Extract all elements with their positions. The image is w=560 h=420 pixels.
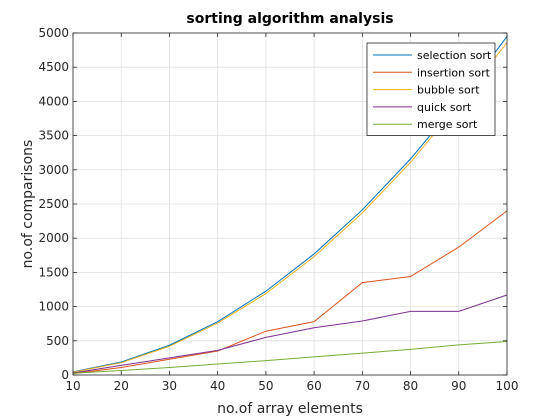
series-layer [72,36,508,375]
y-tick-label: 0 [61,368,69,382]
ticks: 10 20 30 40 50 60 70 80 90 1000500100015002000250… [38,26,518,393]
series-line-insertion-sort [72,210,508,375]
legend-label: quick sort [417,101,472,114]
x-tick-label: 40 [210,379,225,393]
y-tick-label: 4500 [38,60,69,74]
legend-label: selection sort [417,49,492,62]
x-tick-label: 90 [451,379,466,393]
y-tick-label: 2500 [38,197,69,211]
y-tick-label: 3500 [38,129,69,143]
legend: selection sort insertion sort bubble sort q… [366,42,496,136]
y-tick-label: 1000 [38,300,69,314]
legend-label: insertion sort [417,66,491,79]
legend-label: merge sort [417,118,478,131]
y-tick-label: 2000 [38,231,69,245]
y-tick-label: 5000 [38,26,69,40]
x-tick-label: 80 [403,379,418,393]
x-tick-label: 60 [306,379,321,393]
y-axis-label: no.of comparisons [20,140,36,269]
y-tick-label: 4000 [38,94,69,108]
x-tick-label: 70 [355,379,370,393]
chart-title: sorting algorithm analysis [186,11,393,27]
y-tick-label: 3000 [38,163,69,177]
x-tick-label: 30 [162,379,177,393]
x-axis-label: no.of array elements [217,401,363,417]
legend-label: bubble sort [417,84,480,97]
series-line-merge-sort [72,340,508,374]
grid [72,32,508,376]
x-tick-label: 100 [496,379,519,393]
y-tick-label: 1500 [38,265,69,279]
x-tick-label: 10 [65,379,80,393]
series-line-quick-sort [72,294,508,374]
x-tick-label: 20 [114,379,129,393]
x-tick-label: 50 [258,379,273,393]
y-tick-label: 500 [46,334,69,348]
